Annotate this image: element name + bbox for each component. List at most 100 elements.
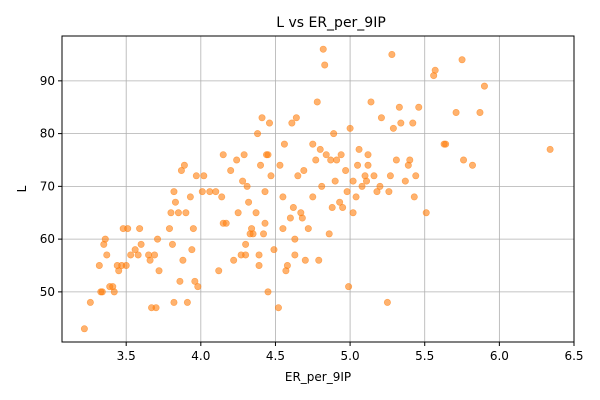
x-tick-label: 4.5	[266, 349, 285, 363]
scatter-point	[258, 114, 266, 122]
scatter-point	[183, 298, 191, 306]
scatter-point	[364, 151, 372, 159]
scatter-point	[279, 193, 287, 201]
scatter-point	[122, 261, 130, 269]
scatter-point	[261, 188, 269, 196]
scatter-point	[151, 251, 159, 259]
scatter-point	[255, 251, 263, 259]
scatter-point	[242, 251, 250, 259]
scatter-point	[343, 188, 351, 196]
scatter-point	[294, 172, 302, 180]
scatter-point	[254, 130, 262, 138]
scatter-point	[328, 203, 336, 211]
scatter-point	[265, 119, 273, 127]
scatter-point	[239, 177, 247, 185]
x-tick-label: 5.0	[341, 349, 360, 363]
x-tick-label: 6.0	[490, 349, 509, 363]
scatter-point	[176, 277, 184, 285]
scatter-point	[377, 114, 385, 122]
scatter-point	[249, 230, 257, 238]
scatter-point	[385, 188, 393, 196]
scatter-point	[86, 298, 94, 306]
scatter-point	[452, 109, 460, 117]
scatter-point	[110, 288, 118, 296]
scatter-point	[165, 225, 173, 233]
scatter-point	[376, 182, 384, 190]
scatter-point	[136, 225, 144, 233]
scatter-point	[152, 304, 160, 312]
x-tick-label: 6.5	[564, 349, 583, 363]
x-axis-ticks: 3.5 4.0 4.5 5.0 5.5 6.0 6.5	[117, 342, 584, 363]
scatter-point	[431, 66, 439, 74]
scatter-point	[346, 124, 354, 132]
scatter-point	[264, 151, 272, 159]
scatter-point	[170, 298, 178, 306]
scatter-point	[476, 109, 484, 117]
scatter-point	[198, 188, 206, 196]
scatter-point	[212, 188, 220, 196]
scatter-point	[180, 161, 188, 169]
scatter-point	[218, 193, 226, 201]
scatter-point	[80, 325, 88, 333]
scatter-point	[194, 283, 202, 291]
scatter-point	[206, 188, 214, 196]
scatter-point	[219, 151, 227, 159]
scatter-point	[291, 251, 299, 259]
scatter-point	[171, 198, 179, 206]
chart-title: L vs ER_per_9IP	[276, 15, 386, 31]
scatter-point	[252, 209, 260, 217]
y-axis-ticks: 50 60 70 80 90	[40, 74, 62, 299]
scatter-point	[131, 246, 139, 254]
scatter-point	[337, 151, 345, 159]
scatter-point	[322, 151, 330, 159]
scatter-point	[292, 114, 300, 122]
scatter-point	[388, 50, 396, 58]
scatter-point	[103, 251, 111, 259]
scatter-point	[255, 261, 263, 269]
scatter-point	[363, 177, 371, 185]
scatter-point	[155, 267, 163, 275]
scatter-point	[124, 225, 132, 233]
scatter-point	[242, 240, 250, 248]
scatter-point	[370, 172, 378, 180]
scatter-point	[410, 193, 418, 201]
scatter-point	[460, 156, 468, 164]
scatter-point	[279, 225, 287, 233]
scatter-point	[330, 130, 338, 138]
scatter-point	[313, 98, 321, 106]
scatter-point	[389, 124, 397, 132]
scatter-point	[339, 203, 347, 211]
scatter-point	[188, 246, 196, 254]
scatter-point	[243, 182, 251, 190]
scatter-point	[409, 119, 417, 127]
x-axis-label: ER_per_9IP	[285, 370, 351, 384]
scatter-point	[267, 172, 275, 180]
scatter-point	[215, 267, 223, 275]
y-tick-label: 80	[40, 127, 55, 141]
scatter-point	[397, 119, 405, 127]
scatter-point	[336, 198, 344, 206]
scatter-point	[189, 225, 197, 233]
scatter-point	[192, 172, 200, 180]
scatter-point	[355, 145, 363, 153]
scatter-point	[352, 193, 360, 201]
scatter-point	[257, 161, 265, 169]
scatter-point	[182, 209, 190, 217]
x-tick-label: 5.5	[415, 349, 434, 363]
scatter-point	[319, 45, 327, 53]
scatter-point	[406, 156, 414, 164]
scatter-point	[245, 198, 253, 206]
scatter-point	[222, 219, 230, 227]
y-tick-label: 60	[40, 232, 55, 246]
y-tick-label: 50	[40, 285, 55, 299]
scatter-point	[342, 167, 350, 175]
scatter-point	[422, 209, 430, 217]
scatter-point	[309, 140, 317, 148]
y-tick-label: 70	[40, 179, 55, 193]
scatter-point	[327, 156, 335, 164]
scatter-point	[270, 246, 278, 254]
scatter-point	[309, 193, 317, 201]
plot-frame	[61, 35, 575, 343]
scatter-point	[401, 177, 409, 185]
